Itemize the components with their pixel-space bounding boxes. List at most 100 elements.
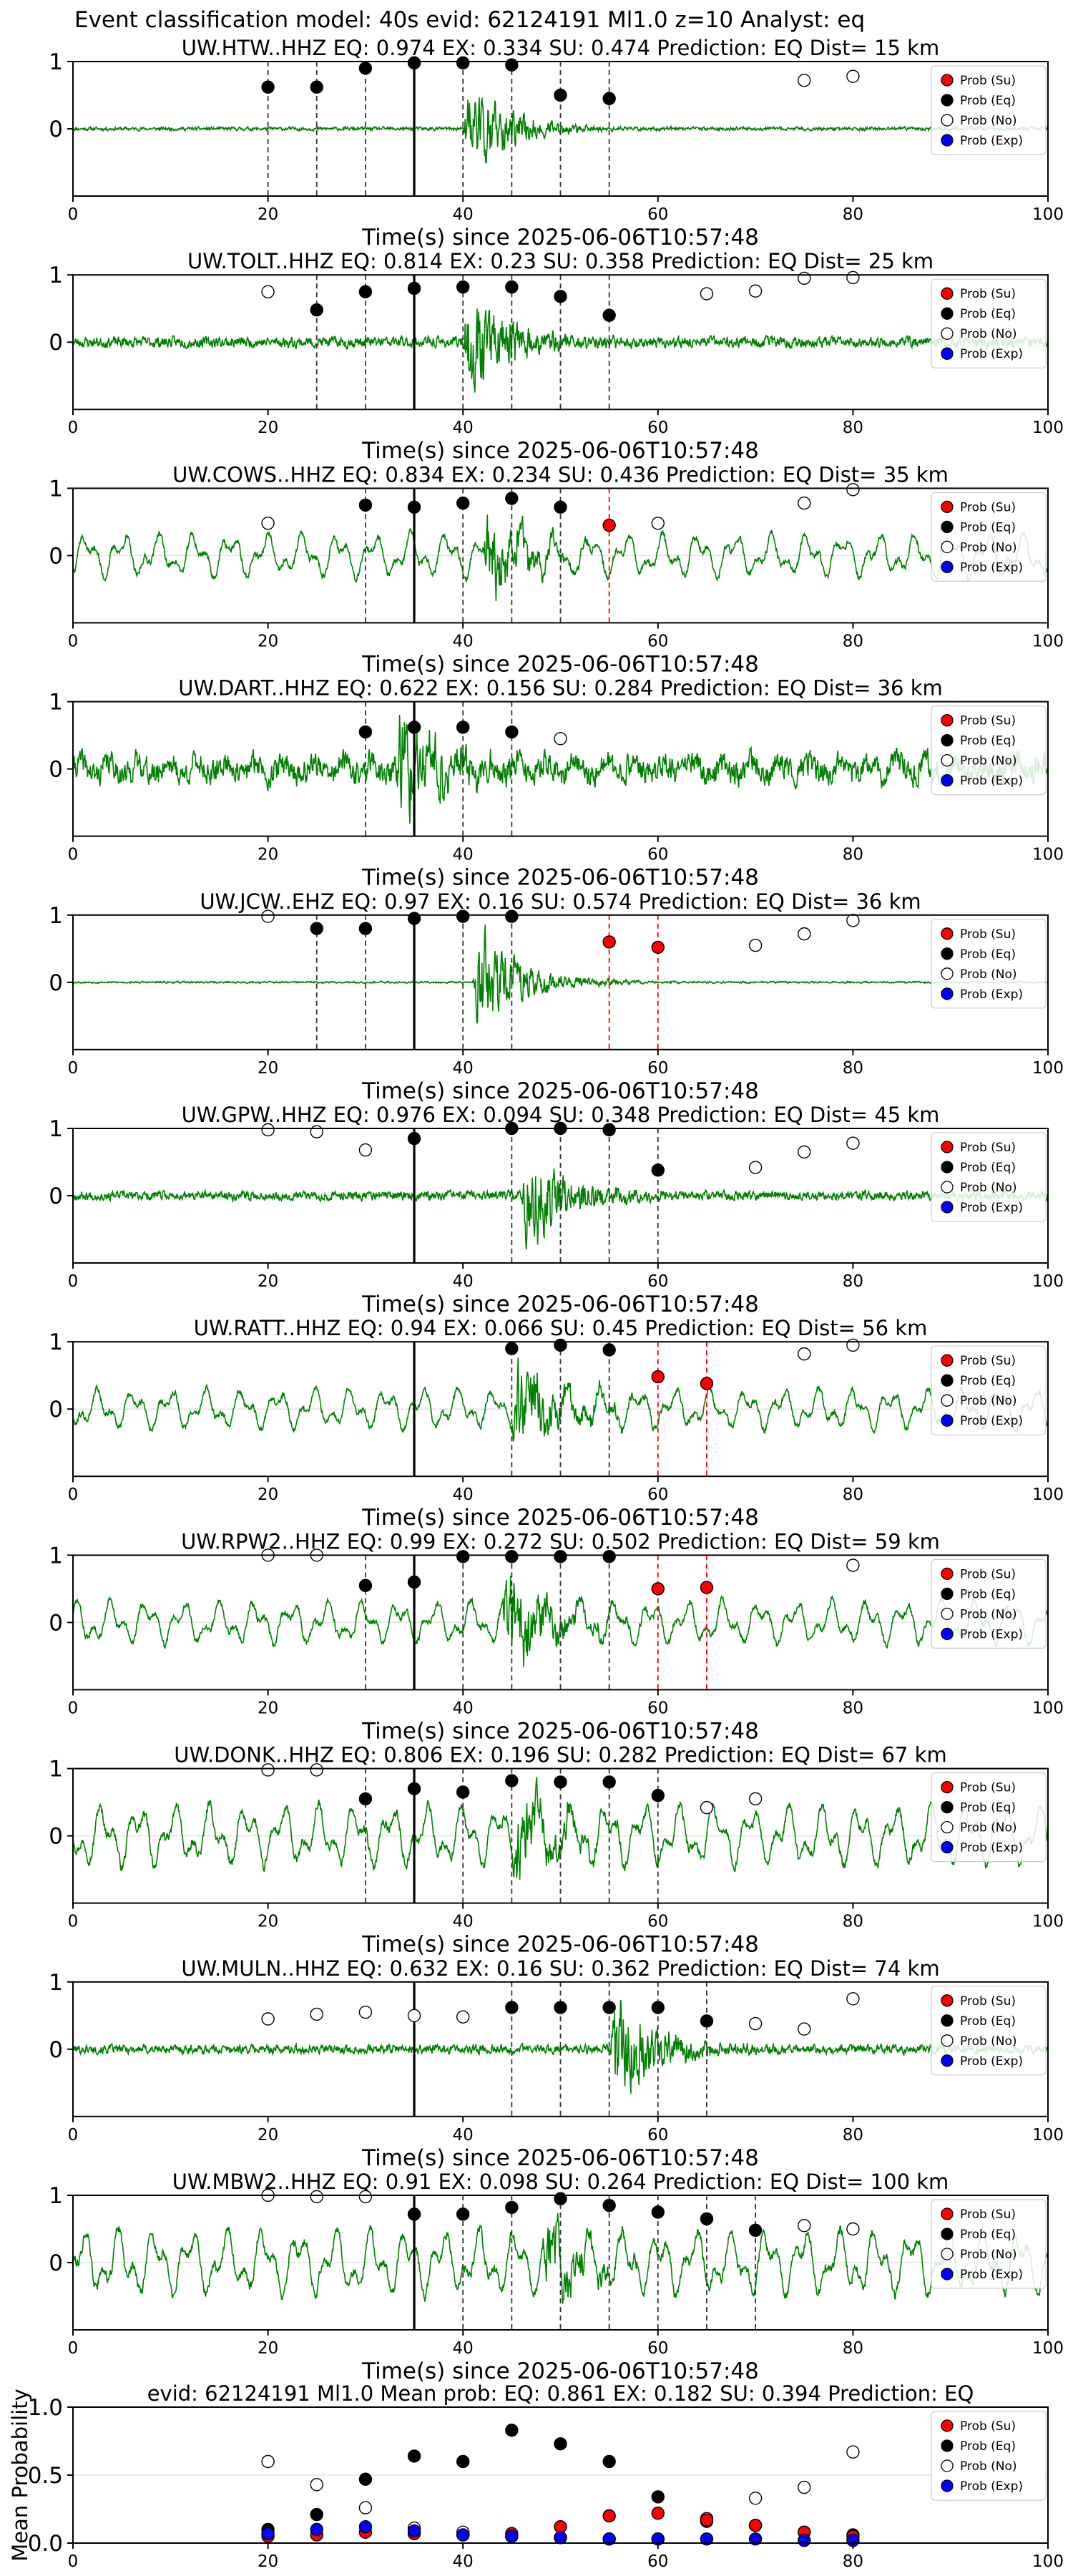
prob-point-eq [261,80,275,94]
x-axis-label: Time(s) since 2025-06-06T10:57:48 [361,1078,759,1104]
x-tick-label: 100 [1032,632,1064,650]
prob-point-no [358,2005,373,2019]
prob-point-eq [602,1343,616,1357]
x-tick-label: 60 [647,1059,668,1078]
prob-point-eq [602,92,616,105]
prob-point-eq [505,1550,519,1563]
x-axis-label: Time(s) since 2025-06-06T10:57:48 [361,1718,759,1744]
legend-marker-no [941,1607,954,1621]
prob-point-eq [407,1782,421,1796]
prob-point-eq [407,2207,421,2221]
prob-point-su [554,2519,567,2534]
legend-box [931,492,1047,582]
x-tick-label: 0 [68,1059,79,1078]
legend-label: Prob (No) [960,1394,1017,1408]
x-tick-label: 0 [68,1272,79,1291]
legend-box [931,2411,1047,2501]
x-axis-label: Time(s) since 2025-06-06T10:57:48 [361,1932,759,1958]
prob-point-eq [505,909,519,923]
prob-point-eq [310,2507,323,2522]
legend-box [931,65,1047,155]
y-tick-label: 1 [49,1543,63,1568]
prob-point-eq [358,62,373,75]
x-tick-label: 60 [647,2552,668,2571]
legend-label: Prob (No) [960,114,1017,128]
legend-label: Prob (Exp) [960,1627,1023,1641]
legend-box [931,1558,1047,1649]
legend-label: Prob (No) [960,2248,1017,2262]
panel-title: UW.DONK..HHZ EQ: 0.806 EX: 0.196 SU: 0.2… [174,1743,946,1767]
legend-label: Prob (Eq) [960,2439,1016,2454]
legend-marker-su [941,1994,954,2007]
prob-point-su [651,1582,665,1596]
legend-label: Prob (Su) [960,1354,1016,1368]
x-axis-label: Time(s) since 2025-06-06T10:57:48 [361,2358,759,2384]
panel-title: UW.MULN..HHZ EQ: 0.632 EX: 0.16 SU: 0.36… [181,1956,939,1981]
y-tick-label: 1 [49,49,63,75]
prob-point-eq [505,725,519,739]
prob-point-no [261,2454,275,2469]
prob-point-eq [554,88,567,102]
legend-box [931,2199,1047,2289]
x-tick-label: 20 [258,846,278,864]
panel-3: UW.DART..HHZ EQ: 0.622 EX: 0.156 SU: 0.2… [49,676,1064,891]
prob-point-eq [700,2212,714,2226]
x-tick-label: 80 [843,2126,863,2145]
waveform-trace [72,1357,1049,1442]
legend-label: Prob (Su) [960,74,1016,88]
prob-point-eq [554,290,567,303]
prob-point-eq [602,2198,616,2212]
prob-point-eq [456,1785,470,1799]
prob-point-eq [505,58,519,72]
x-axis-label: Time(s) since 2025-06-06T10:57:48 [361,1292,759,1317]
legend-box [931,1345,1047,1435]
prob-point-eq [554,1338,567,1352]
prob-point-eq [554,1550,567,1563]
y-tick-label: 1 [49,263,63,288]
x-tick-label: 80 [843,1272,863,1291]
x-tick-label: 60 [647,205,668,224]
x-tick-label: 20 [258,2552,278,2571]
x-tick-label: 100 [1032,205,1064,224]
legend-marker-exp [941,1627,954,1641]
prob-point-exp [554,2531,567,2545]
legend-marker-su [941,500,954,514]
prob-point-no [846,1558,860,1572]
prob-point-eq [407,1575,421,1589]
panel-title: UW.MBW2..HHZ EQ: 0.91 EX: 0.098 SU: 0.26… [172,2170,949,2194]
legend-label: Prob (Su) [960,287,1016,301]
prob-point-eq [456,496,470,510]
prob-point-no [748,2492,763,2505]
x-tick-label: 60 [647,419,668,437]
legend-marker-exp [941,2268,954,2280]
prob-point-no [700,287,714,301]
legend-box [931,705,1047,796]
legend-marker-exp [941,1840,954,1854]
prob-point-eq [505,280,519,294]
waveform-trace [72,1777,1049,1880]
x-tick-label: 80 [843,419,863,437]
x-tick-label: 20 [258,2126,278,2145]
x-tick-label: 0 [68,2126,79,2145]
prob-point-no [846,483,860,497]
prob-point-eq [407,2449,421,2463]
waveform-trace [72,924,1049,1024]
prob-point-eq [505,2424,519,2437]
x-tick-label: 0 [68,1485,79,1504]
x-tick-label: 100 [1032,1272,1064,1291]
x-tick-label: 20 [258,1913,278,1931]
prob-point-no [261,1763,275,1777]
prob-point-no [846,914,860,927]
legend-label: Prob (Eq) [960,1161,1016,1175]
prob-point-no [846,2222,860,2236]
x-tick-label: 20 [258,1272,278,1291]
prob-point-eq [602,1123,616,1137]
y-tick-label: 1 [49,1330,63,1355]
prob-point-no [798,1347,811,1361]
prob-point-eq [456,909,470,923]
panel-title: UW.RPW2..HHZ EQ: 0.99 EX: 0.272 SU: 0.50… [181,1529,940,1553]
prob-point-no [748,1792,763,1806]
prob-point-eq [358,725,373,739]
prob-point-eq [505,1774,519,1787]
x-tick-label: 40 [453,1272,474,1291]
